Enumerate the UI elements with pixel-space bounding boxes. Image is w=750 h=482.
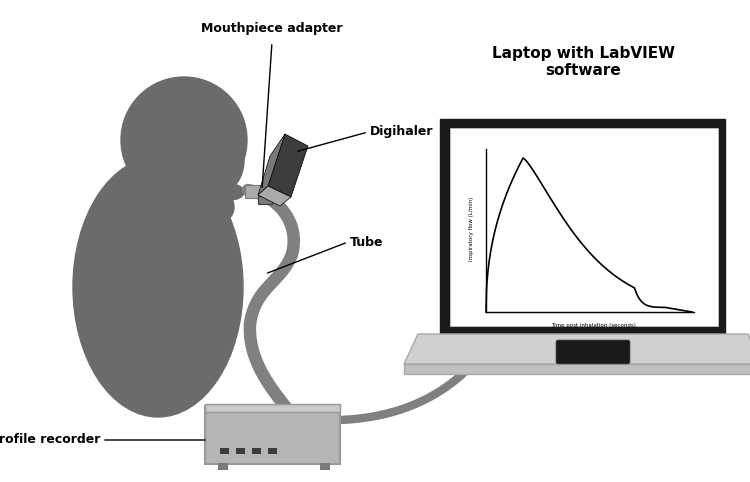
FancyBboxPatch shape — [450, 128, 718, 326]
Bar — [170, 176, 198, 214]
Ellipse shape — [196, 189, 234, 225]
FancyBboxPatch shape — [556, 340, 630, 364]
FancyBboxPatch shape — [205, 404, 340, 412]
Text: Laptop with LabVIEW
software: Laptop with LabVIEW software — [491, 46, 674, 78]
Bar — [258, 196, 272, 204]
Polygon shape — [258, 186, 291, 206]
Text: Digihaler: Digihaler — [370, 125, 434, 138]
Bar — [218, 463, 228, 470]
Polygon shape — [268, 134, 308, 197]
Bar — [236, 448, 245, 454]
FancyBboxPatch shape — [205, 406, 340, 464]
Text: Mouthpiece adapter: Mouthpiece adapter — [201, 22, 343, 35]
Bar — [220, 448, 229, 454]
Circle shape — [121, 77, 247, 203]
Text: Inhalation profile recorder: Inhalation profile recorder — [0, 433, 100, 446]
Polygon shape — [258, 134, 285, 195]
Ellipse shape — [73, 157, 243, 417]
Ellipse shape — [196, 128, 244, 192]
Bar — [245, 185, 275, 198]
Polygon shape — [404, 364, 750, 374]
Bar — [320, 463, 330, 470]
Text: Inspiratory flow (L/min): Inspiratory flow (L/min) — [470, 197, 475, 261]
Text: Tube: Tube — [350, 236, 383, 249]
Ellipse shape — [216, 184, 244, 200]
Bar — [268, 448, 277, 454]
Text: Time post inhalation (seconds): Time post inhalation (seconds) — [550, 322, 635, 327]
FancyBboxPatch shape — [440, 119, 725, 334]
Polygon shape — [404, 334, 750, 364]
Bar — [252, 448, 261, 454]
